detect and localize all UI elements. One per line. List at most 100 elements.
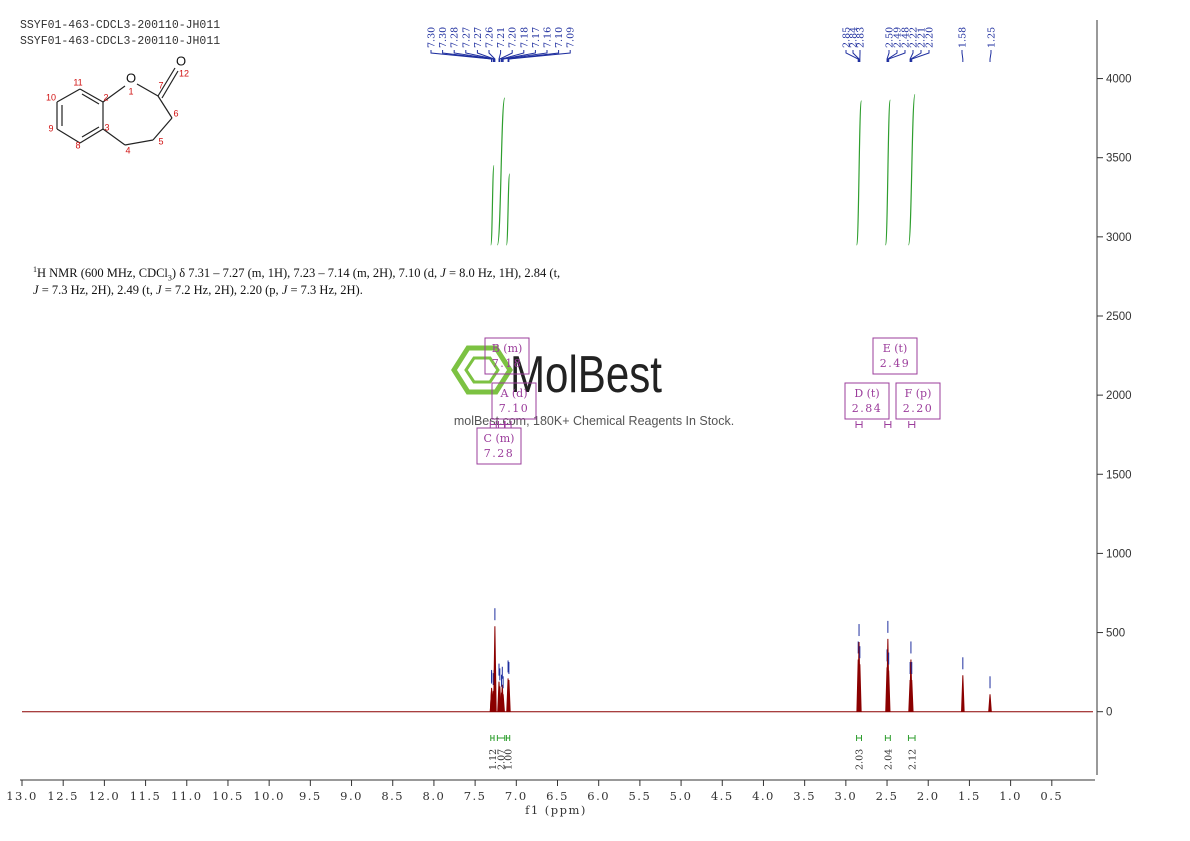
peak-label: 2.84: [849, 27, 860, 48]
watermark-brand: MolBest: [510, 346, 662, 404]
integral-range: [496, 735, 506, 741]
peak-label: 7.16: [543, 27, 554, 48]
x-axis-label: f1 (ppm): [525, 803, 587, 817]
multiplet-marker: [908, 421, 916, 428]
peak-leader: [888, 50, 906, 62]
peak-leader: [500, 50, 525, 62]
x-tick-label: 3.5: [793, 789, 816, 803]
x-tick-label: 13.0: [6, 789, 38, 803]
peak-label: 7.17: [531, 27, 542, 48]
peak-label: 2.22: [909, 27, 920, 48]
watermark-tagline: molBest.com, 180K+ Chemical Reagents In …: [454, 414, 734, 428]
y-tick-label: 0: [1106, 707, 1112, 719]
atom-label: 8: [75, 140, 80, 150]
multiplet-box: [895, 382, 941, 420]
multiplet-marker: [489, 421, 497, 428]
x-tick-label: 7.5: [464, 789, 487, 803]
integral-label: 2.07: [497, 749, 508, 770]
multiplet-name: D (t): [854, 387, 879, 400]
peak-leader: [989, 50, 992, 62]
y-tick-label: 2000: [1106, 390, 1132, 402]
atom-label: 10: [46, 92, 56, 102]
integral-curve: [884, 99, 891, 246]
title-line: SSYF01-463-CDCL3-200110-JH011: [20, 19, 221, 32]
x-tick-label: 2.0: [917, 789, 940, 803]
x-tick-label: 6.5: [546, 789, 569, 803]
multiplet-marker: [504, 421, 512, 428]
peak-leader: [501, 50, 536, 62]
y-tick-label: 3500: [1106, 153, 1132, 165]
molecule: [56, 67, 179, 146]
peak-label: 7.30: [427, 27, 438, 48]
peak-leader: [910, 50, 922, 62]
desc-part: J: [156, 283, 162, 297]
integral-range: [907, 735, 916, 741]
peak-label: 1.58: [958, 27, 969, 48]
nmr-description: J = 7.3 Hz, 2H), 2.49 (t, J = 7.2 Hz, 2H…: [33, 283, 363, 298]
x-tick-label: 9.5: [299, 789, 322, 803]
peak-label: 7.21: [496, 27, 507, 48]
peak-leader: [498, 50, 502, 62]
peak-label: 7.18: [519, 27, 530, 48]
multiplet-marker: [497, 421, 505, 428]
atom-label: 4: [125, 145, 130, 155]
peak-label: 2.48: [901, 27, 912, 48]
multiplet-name: F (p): [905, 387, 932, 400]
desc-part: H NMR (600 MHz, CDCl: [37, 266, 168, 281]
atom-label: 5: [158, 136, 163, 146]
y-tick-label: 3000: [1106, 232, 1132, 244]
multiplet-shift: 2.84: [852, 402, 883, 415]
desc-part: ) δ 7.31 – 7.27 (m, 1H), 7.23 – 7.14 (m,…: [171, 266, 441, 281]
watermark-logo: [451, 345, 513, 395]
multiplet-box: [476, 427, 522, 465]
peak-leader: [442, 50, 493, 62]
multiplet-box: [491, 382, 537, 420]
integral-range: [490, 735, 495, 741]
atom-label: 11: [73, 77, 82, 87]
multiplet-name: C (m): [484, 432, 515, 445]
peak: [858, 664, 862, 712]
peak-label: 7.30: [438, 27, 449, 48]
integral-label: 2.03: [855, 749, 866, 770]
integral-curve: [855, 100, 863, 246]
peak-leader: [887, 50, 898, 62]
desc-part: = 7.2 Hz, 2H), 2.20 (p,: [161, 283, 282, 297]
atom-label: 3: [104, 122, 109, 132]
x-tick-label: 12.5: [47, 789, 79, 803]
y-tick-label: 4000: [1106, 74, 1132, 86]
peak-leader: [488, 50, 496, 62]
desc-part: J: [33, 283, 39, 297]
peak-label: 7.27: [473, 27, 484, 48]
peak-label: 7.28: [450, 27, 461, 48]
x-tick-label: 1.5: [958, 789, 981, 803]
multiplet-shift: 7.28: [484, 447, 515, 460]
y-tick-label: 1000: [1106, 548, 1132, 560]
peak-leader: [909, 50, 914, 62]
atom-label: 9: [48, 123, 53, 133]
multiplet-name: B (m): [492, 342, 523, 355]
x-tick-label: 10.5: [212, 789, 244, 803]
peak: [988, 694, 992, 712]
atom-label: 2: [103, 92, 108, 102]
multiplet-box: [844, 382, 890, 420]
desc-part: J: [281, 283, 288, 297]
integral-label: 1.00: [504, 749, 515, 770]
multiplet-shift: 2.49: [880, 357, 911, 370]
peak-leader: [886, 50, 890, 62]
peak: [501, 694, 505, 712]
x-tick-label: 5.5: [628, 789, 651, 803]
peak-label: 2.83: [856, 27, 867, 48]
peak: [909, 680, 914, 712]
peak-leader: [453, 50, 494, 62]
desc-part: = 7.3 Hz, 2H), 2.49 (t,: [38, 283, 157, 297]
peak-label: 1.25: [987, 27, 998, 48]
x-tick-label: 4.5: [711, 789, 734, 803]
desc-part: = 7.3 Hz, 2H).: [287, 283, 363, 297]
peak-label: 7.09: [566, 27, 577, 48]
atom-label: O: [126, 70, 136, 85]
y-tick-label: 500: [1106, 628, 1125, 640]
integral-curve: [505, 173, 511, 246]
integral-range: [856, 735, 862, 741]
